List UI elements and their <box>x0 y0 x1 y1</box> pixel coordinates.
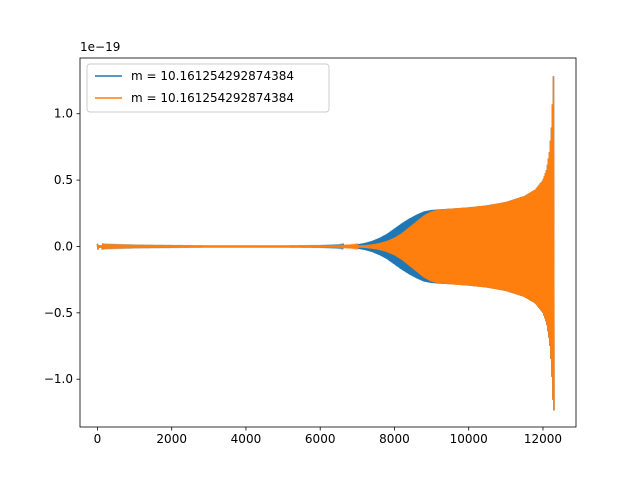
x-tick-label: 0 <box>94 432 102 446</box>
y-tick-label: 0.5 <box>54 173 73 187</box>
y-offset-label: 1e−19 <box>80 40 120 54</box>
legend: m = 10.161254292874384 m = 10.16125429287… <box>86 63 330 113</box>
axes-frame <box>79 57 577 428</box>
y-tick-label: −0.5 <box>44 306 73 320</box>
x-axis: 0 2000 4000 6000 8000 10000 12000 <box>94 427 562 446</box>
y-tick-label: 1.0 <box>54 107 73 121</box>
x-tick-label: 12000 <box>524 432 562 446</box>
legend-label-2: m = 10.161254292874384 <box>131 91 294 105</box>
legend-box <box>86 63 330 113</box>
x-tick-label: 8000 <box>379 432 410 446</box>
plot-area <box>96 76 555 411</box>
x-tick-label: 10000 <box>450 432 488 446</box>
x-tick-label: 4000 <box>231 432 262 446</box>
x-tick-label: 6000 <box>305 432 336 446</box>
y-tick-label: −1.0 <box>44 372 73 386</box>
series-line-2 <box>96 76 555 411</box>
y-tick-label: 0.0 <box>54 239 73 253</box>
x-tick-label: 2000 <box>156 432 187 446</box>
y-axis: −1.0 −0.5 0.0 0.5 1.0 <box>44 107 80 386</box>
legend-label-1: m = 10.161254292874384 <box>131 69 294 83</box>
